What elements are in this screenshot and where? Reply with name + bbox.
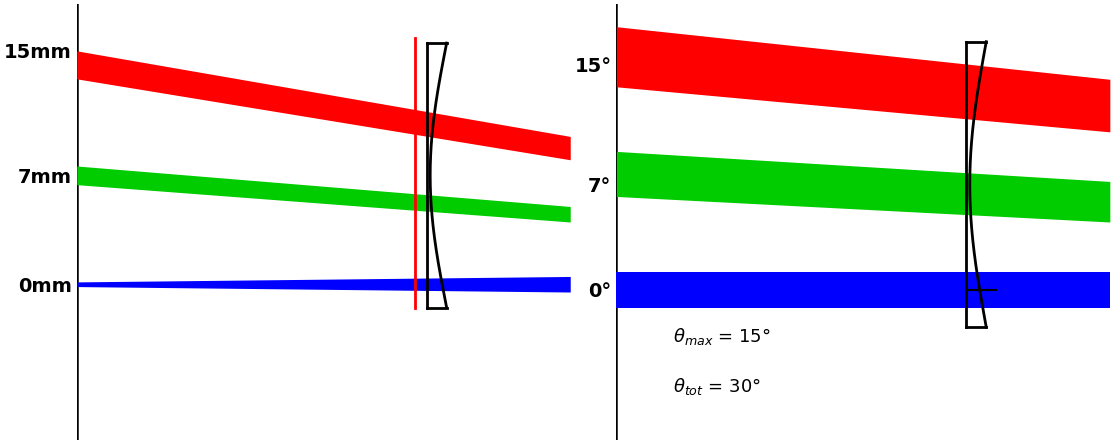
- Text: $\theta_{tot}$ = 30°: $\theta_{tot}$ = 30°: [673, 376, 761, 397]
- Text: $\theta_{max}$ = 15°: $\theta_{max}$ = 15°: [673, 326, 771, 347]
